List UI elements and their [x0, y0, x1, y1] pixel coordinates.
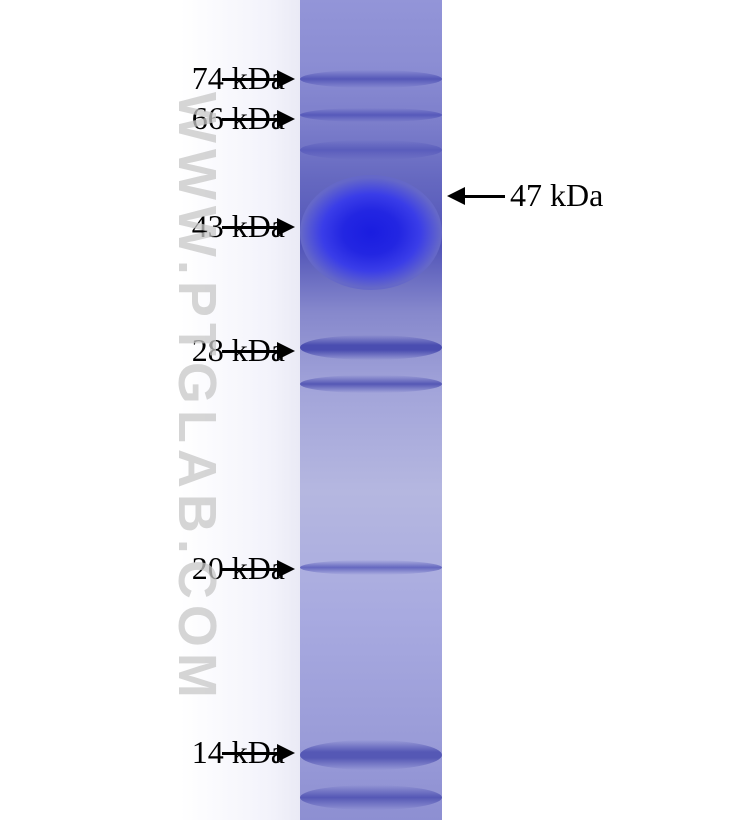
band-28kda: [300, 335, 442, 360]
arrow-head-icon: [277, 70, 295, 88]
arrow-icon: [222, 744, 295, 762]
arrow-head-icon: [277, 110, 295, 128]
band-sub-28: [300, 375, 442, 393]
arrow-line: [222, 78, 277, 81]
band-intermediate: [300, 140, 442, 160]
arrow-icon: [222, 218, 295, 236]
arrow-icon: [222, 70, 295, 88]
arrow-line: [222, 568, 277, 571]
arrow-head-icon: [277, 744, 295, 762]
arrow-line: [222, 350, 277, 353]
arrow-head-icon: [277, 218, 295, 236]
target-band-47kda: [300, 175, 442, 290]
arrow-icon: [222, 110, 295, 128]
arrow-line: [222, 118, 277, 121]
arrow-head-icon: [277, 560, 295, 578]
arrow-line: [222, 226, 277, 229]
arrow-line: [465, 195, 505, 198]
band-74kda: [300, 70, 442, 88]
band-20kda: [300, 560, 442, 575]
arrow-head-icon: [277, 342, 295, 360]
arrow-icon: [447, 187, 505, 205]
arrow-icon: [222, 342, 295, 360]
band-bottom: [300, 785, 442, 810]
arrow-line: [222, 752, 277, 755]
band-66kda: [300, 108, 442, 122]
target-label-47: 47 kDa: [510, 177, 603, 214]
arrow-icon: [222, 560, 295, 578]
band-14kda: [300, 740, 442, 770]
right-background: [442, 0, 740, 820]
gel-image-container: WWW.PTGLAB.COM 74 kDa 66 kDa 43 kDa 28 k…: [0, 0, 740, 820]
gel-lane: [300, 0, 442, 820]
arrow-head-icon: [447, 187, 465, 205]
